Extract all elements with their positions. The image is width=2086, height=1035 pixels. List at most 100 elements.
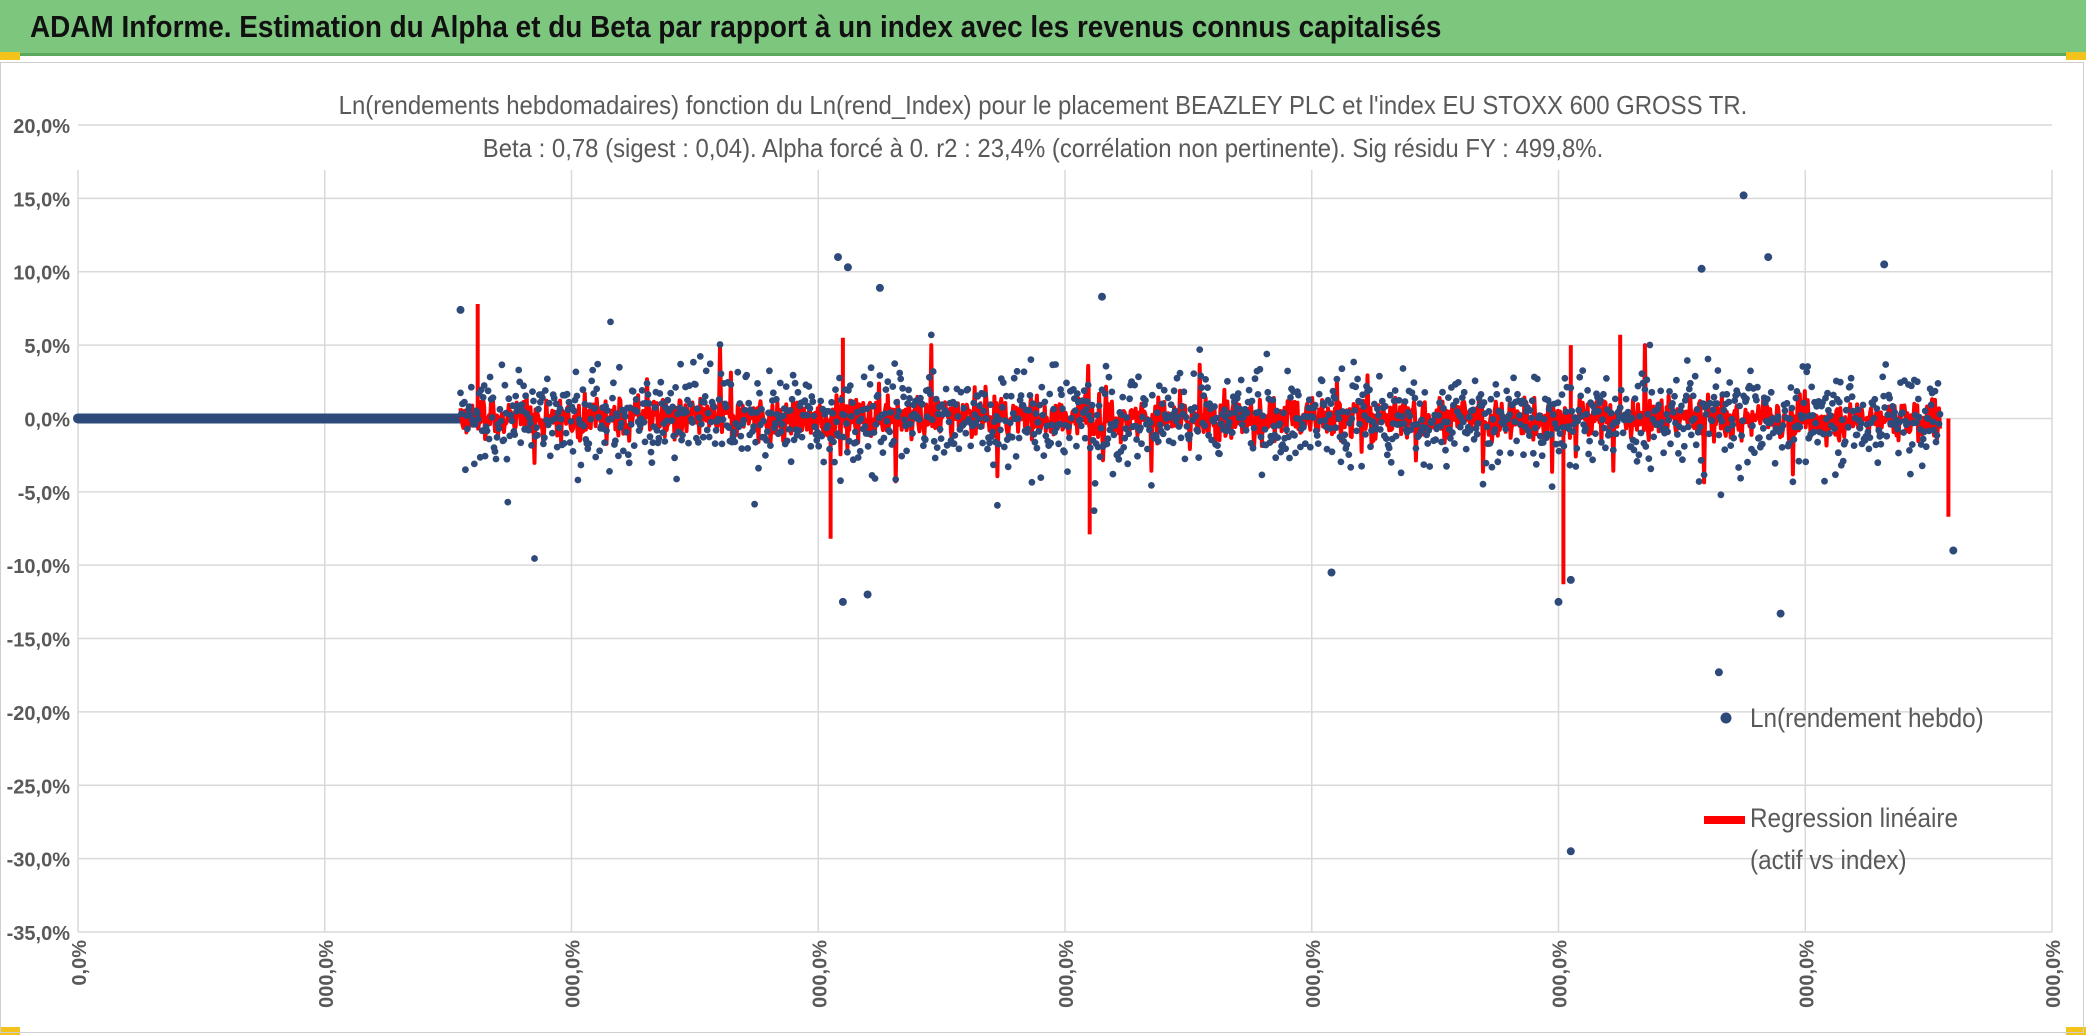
scatter-point <box>921 436 929 444</box>
scatter-point <box>489 394 497 402</box>
scatter-point <box>1065 423 1072 430</box>
scatter-point <box>1058 391 1065 399</box>
scatter-point <box>1483 423 1491 431</box>
scatter-point <box>1658 418 1665 426</box>
scatter-point <box>1055 440 1062 448</box>
scatter-point <box>1124 460 1132 468</box>
scatter-point <box>647 448 655 456</box>
scatter-point <box>1313 432 1321 439</box>
scatter-point <box>860 373 868 381</box>
scatter-point <box>771 420 779 427</box>
scatter-point <box>1280 409 1287 417</box>
scatter-point <box>591 404 599 412</box>
scatter-point <box>1094 443 1102 451</box>
scatter-point <box>1549 411 1557 418</box>
scatter-point <box>548 429 556 437</box>
scatter-point <box>1248 397 1256 405</box>
scatter-point <box>1906 447 1913 454</box>
scatter-point <box>880 434 888 442</box>
scatter-point <box>543 375 551 383</box>
scatter-point <box>1449 429 1456 436</box>
scatter-point <box>801 397 809 405</box>
scatter-point <box>1358 462 1365 470</box>
scatter-point <box>1904 420 1911 427</box>
scatter-point <box>743 371 751 379</box>
scatter-point <box>616 363 623 371</box>
scatter-point <box>1458 394 1466 401</box>
scatter-point <box>1935 420 1943 428</box>
scatter-point <box>562 429 570 437</box>
scatter-point <box>1631 395 1639 402</box>
scatter-point <box>1131 381 1138 389</box>
scatter-point <box>1582 425 1589 433</box>
scatter-point <box>1335 415 1343 422</box>
scatter-point <box>1507 449 1514 457</box>
scatter-point <box>1297 443 1304 451</box>
scatter-point <box>1529 449 1537 457</box>
scatter-point <box>1754 383 1761 391</box>
scatter-point <box>579 386 587 394</box>
scatter-point <box>752 438 759 446</box>
scatter-point <box>1847 374 1855 382</box>
scatter-point <box>1171 407 1179 415</box>
scatter-point <box>1462 445 1470 453</box>
scatter-point <box>633 408 641 416</box>
scatter-point <box>1443 462 1450 470</box>
scatter-point <box>1737 474 1744 482</box>
scatter-point <box>527 419 534 427</box>
scatter-point <box>1547 431 1555 438</box>
scatter-point <box>1411 394 1419 402</box>
scatter-point <box>737 432 745 440</box>
scatter-point <box>584 445 592 453</box>
scatter-point <box>1540 415 1548 423</box>
scatter-point <box>504 498 512 506</box>
scatter-point <box>1072 407 1079 414</box>
scatter-point <box>1513 437 1520 445</box>
scatter-point <box>1835 398 1843 406</box>
scatter-point <box>1387 458 1395 466</box>
scatter-point <box>754 380 761 387</box>
scatter-point-outlier <box>1739 191 1748 200</box>
scatter-point <box>1514 390 1521 398</box>
scatter-point <box>787 458 795 466</box>
scatter-point <box>1432 436 1439 444</box>
scatter-point <box>1697 456 1705 464</box>
scatter-point <box>896 369 904 377</box>
scatter-point <box>1927 401 1935 409</box>
scatter-point <box>1589 456 1596 464</box>
scatter-point <box>1574 417 1582 425</box>
scatter-point <box>1160 386 1168 394</box>
scatter-point <box>661 438 669 445</box>
scatter-point <box>863 405 871 413</box>
scatter-point <box>1721 446 1729 453</box>
scatter-point <box>1841 438 1849 445</box>
scatter-point <box>473 410 481 417</box>
scatter-point <box>627 421 635 428</box>
scatter-point <box>1104 435 1112 443</box>
scatter-point <box>1786 415 1794 423</box>
scatter-point <box>601 439 608 446</box>
scatter-point <box>1392 432 1400 440</box>
scatter-point <box>513 407 521 415</box>
scatter-point <box>572 368 580 376</box>
scatter-point-outlier <box>1327 568 1336 577</box>
scatter-point <box>535 405 542 413</box>
scatter-point <box>1585 450 1592 458</box>
scatter-point <box>1097 424 1105 432</box>
scatter-point <box>702 367 710 375</box>
scatter-point <box>719 416 727 424</box>
scatter-point <box>577 461 585 469</box>
scatter-point <box>1447 434 1454 442</box>
scatter-point <box>901 416 908 424</box>
scatter-point <box>832 386 839 393</box>
scatter-point <box>1167 401 1175 409</box>
scatter-point <box>1836 378 1844 386</box>
x-tick-label: 000,0% <box>2043 940 2065 1008</box>
scatter-point <box>540 440 547 448</box>
scatter-point <box>951 432 959 439</box>
scatter-point <box>1042 432 1050 440</box>
scatter-point <box>1306 443 1314 451</box>
scatter-point <box>606 468 613 475</box>
scatter-point <box>1834 449 1842 457</box>
scatter-point <box>703 426 711 434</box>
